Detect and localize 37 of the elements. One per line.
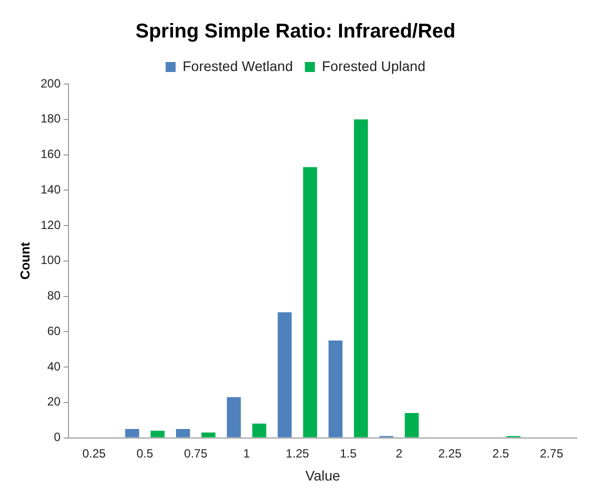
x-axis-title: Value [305,467,340,484]
y-axis-title: Count [17,241,32,280]
bar [201,432,216,438]
x-tick-label: 2.5 [492,446,510,460]
y-tick-label: 40 [47,359,61,374]
x-tick-label: 2.25 [438,446,462,460]
bar [226,397,241,438]
bar [303,167,318,438]
x-tick-label: 2 [396,446,403,460]
legend-label: Forested Upland [322,58,426,74]
y-tick-label: 60 [47,324,61,338]
bar [328,340,343,438]
bar [176,428,190,438]
x-tick-label: 2.75 [540,446,564,460]
bar [278,312,292,438]
y-tick-label: 80 [47,288,61,303]
bar [125,428,140,438]
bar [404,413,419,438]
bar [252,424,266,438]
y-tick-label: 100 [40,253,61,268]
x-tick-label: 1.5 [340,446,357,460]
x-tick-label: 1.25 [286,446,310,460]
bar [150,430,165,438]
y-tick-label: 200 [40,76,61,90]
x-tick-label: 0.5 [136,446,154,460]
y-tick-label: 20 [47,394,61,409]
y-tick-label: 180 [40,112,61,126]
x-tick-label: 0.25 [82,446,106,460]
y-tick-label: 120 [40,218,61,232]
legend-label: Forested Wetland [182,58,293,74]
y-tick-label: 0 [54,430,61,444]
y-tick-label: 140 [40,182,61,196]
x-tick-label: 0.75 [184,446,208,460]
bar [354,119,368,438]
chart-title: Spring Simple Ratio: Infrared/Red [135,20,456,43]
x-tick-label: 1 [243,446,250,460]
y-tick-label: 160 [40,147,61,162]
